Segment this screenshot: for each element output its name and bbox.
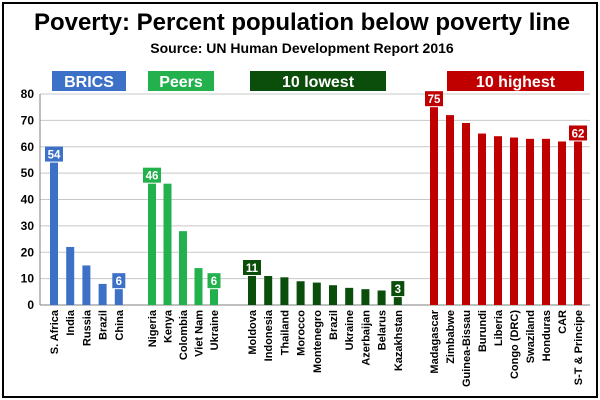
data-label: 6	[116, 276, 122, 288]
legend-label-10-lowest: 10 lowest	[282, 74, 355, 91]
data-label: 46	[146, 171, 159, 183]
data-label-box	[425, 91, 443, 107]
category-label: Belarus	[377, 310, 389, 350]
category-label: Swaziland	[525, 310, 537, 363]
category-label: Russia	[81, 309, 93, 346]
legend-label-peers: Peers	[159, 74, 203, 91]
y-tick-label: 80	[21, 87, 35, 101]
bar	[361, 289, 370, 305]
legend-label-brics: BRICS	[64, 74, 114, 91]
data-label-box	[569, 125, 587, 141]
legend-box-10-lowest	[250, 71, 386, 91]
bar	[114, 289, 123, 305]
bar	[494, 136, 502, 305]
category-label: Thailand	[279, 310, 291, 355]
bar	[510, 137, 518, 305]
category-label: S. Africa	[49, 309, 61, 354]
bar-chart: 0 10 20 30 40 50 60 70 80 BRICS S. Africa 54 India Ru…	[21, 71, 590, 387]
category-label: Colombia	[178, 309, 190, 360]
data-label: 75	[428, 94, 441, 106]
bar	[98, 283, 107, 305]
data-label-box	[143, 167, 161, 183]
category-label: CAR	[557, 310, 569, 334]
legend-label-10-highest: 10 highest	[476, 74, 556, 91]
category-label: Brazil	[328, 310, 340, 340]
data-label-box	[45, 146, 63, 162]
category-label: China	[114, 309, 126, 340]
category-label: Ukraine	[209, 310, 221, 350]
bar	[248, 275, 256, 305]
y-tick-label: 10	[21, 272, 35, 286]
bar	[296, 281, 305, 305]
category-label: India	[65, 309, 77, 336]
bar	[329, 285, 337, 305]
category-label: Indonesia	[263, 309, 275, 361]
category-label: Nigeria	[147, 309, 159, 347]
category-label: Montenegro	[312, 310, 324, 373]
bar	[194, 268, 203, 305]
bar	[462, 123, 470, 305]
category-label: Azerbaijan	[360, 310, 372, 366]
bar	[82, 265, 91, 305]
category-label: Kenya	[163, 309, 175, 343]
bar	[377, 290, 386, 305]
y-tick-label: 30	[21, 219, 35, 233]
category-label: Guinea-Bissau	[461, 310, 473, 387]
category-label: Ukraine	[344, 310, 356, 350]
bar	[163, 183, 172, 305]
category-label: Viet Nam	[194, 310, 206, 357]
bar	[179, 231, 187, 305]
y-tick-label: 70	[21, 113, 35, 127]
bar	[264, 275, 273, 305]
y-tick-label: 40	[21, 193, 35, 207]
category-label: Congo (DRC)	[509, 310, 521, 379]
data-label-box	[207, 273, 221, 289]
bar	[430, 107, 438, 305]
bar	[526, 138, 534, 305]
category-label: Brazil	[98, 310, 110, 340]
data-label: 54	[48, 150, 61, 162]
bar	[50, 162, 58, 305]
legend-box-10-highest	[447, 71, 584, 91]
data-label: 11	[246, 263, 259, 275]
category-label: Zimbabwe	[445, 310, 457, 364]
bar	[345, 287, 354, 305]
data-label-box	[391, 281, 405, 297]
category-label: Burundi	[477, 310, 489, 352]
legend-box-brics	[52, 71, 126, 91]
category-label: S-T & Principe	[573, 310, 585, 385]
bar	[210, 289, 218, 305]
bar	[66, 246, 75, 305]
category-label: Moldova	[247, 309, 259, 354]
bar	[558, 141, 566, 305]
category-label: Madagascar	[429, 309, 441, 373]
bar	[478, 133, 486, 305]
legend-box-peers	[148, 71, 214, 91]
y-tick-label: 0	[27, 298, 34, 312]
category-label: Honduras	[541, 310, 553, 361]
data-label: 3	[395, 284, 401, 296]
category-label: Kazakhstan	[393, 310, 405, 371]
y-tick-label: 60	[21, 140, 35, 154]
bar	[148, 183, 156, 305]
data-label: 62	[572, 128, 585, 140]
data-label-box	[243, 259, 261, 275]
category-label: Liberia	[493, 309, 505, 346]
data-label-box	[112, 273, 126, 289]
bar	[446, 115, 454, 305]
chart-subtitle: Source: UN Human Development Report 2016	[150, 40, 454, 56]
bar	[280, 277, 289, 305]
data-label: 6	[211, 276, 217, 288]
bar	[393, 297, 402, 305]
category-label: Morocco	[296, 310, 308, 356]
bar	[574, 141, 582, 305]
y-tick-label: 50	[21, 166, 35, 180]
bar	[312, 282, 321, 305]
chart-title: Poverty: Percent population below povert…	[33, 9, 571, 36]
bar	[542, 138, 550, 305]
y-tick-label: 20	[21, 245, 35, 259]
